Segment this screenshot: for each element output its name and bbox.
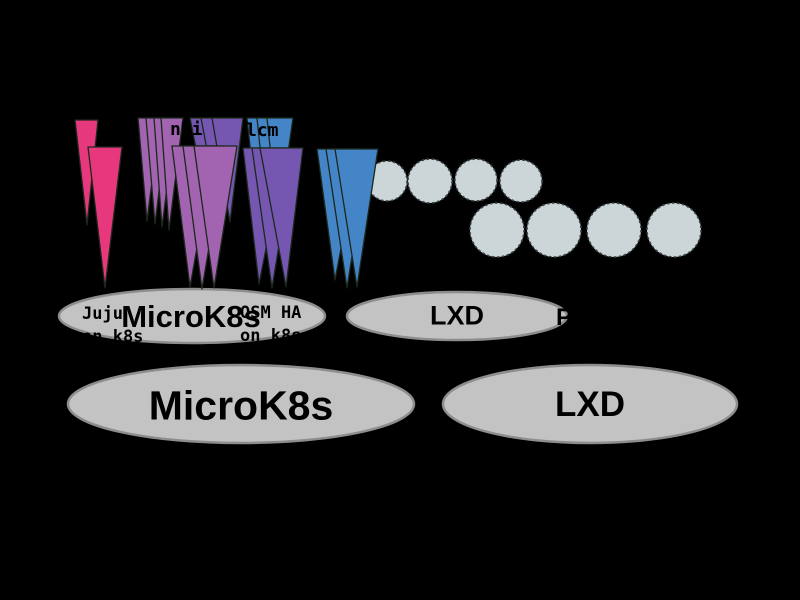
platform-ellipse-lxd-small [345,290,569,342]
funnel-label-nbi: nbi [170,119,203,140]
annotation-juju-line1: Juju [82,304,123,324]
annotation-juju-line2: on k8s [82,327,144,347]
cloud-bubble [454,158,498,202]
label-microk8s-big: MicroK8s [148,382,334,429]
funnel-group-wide [87,145,379,290]
cloud-bubble [526,202,582,258]
label-lxd-big: LXD [555,385,625,424]
platform-ellipse-microk8s-small [57,287,327,345]
cloud-bubbles [366,158,702,258]
cloud-bubble [499,159,543,203]
funnel-pink-wide [87,146,123,289]
annotation-partial-p: P [556,304,573,331]
label-microk8s-small: MicroK8s [121,299,261,334]
cloud-bubble [407,158,453,204]
platform-ellipse-microk8s-big [66,363,416,445]
annotation-osm-line2: on k8s [240,326,302,346]
annotation-osm-ha-on-k8s: OSM HA on k8s [240,302,301,348]
funnel-purple-wide-3 [193,145,238,289]
funnel-violet-wide-3 [259,147,304,288]
cloud-bubble [586,202,642,258]
annotation-osm-line1: OSM HA [240,303,302,323]
funnel-blue-wide-3 [334,148,379,288]
annotation-juju-on-k8s: Juju on k8s [82,303,143,349]
platform-ellipse-lxd-big [441,363,739,445]
cloud-bubble [646,202,702,258]
label-lxd-small: LXD [430,300,484,331]
funnel-label-lcm: lcm [246,120,279,141]
cloud-bubble [469,202,525,258]
